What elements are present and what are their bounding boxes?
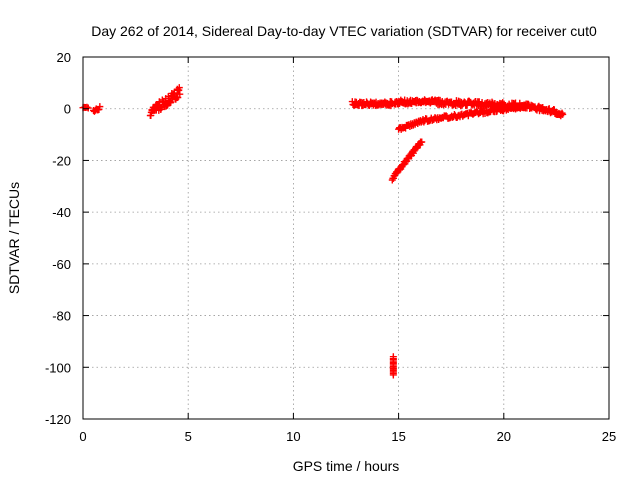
x-tick-label: 20 xyxy=(497,429,511,444)
y-tick-labels: 20 0 -20 -40 -60 -80 -100 -120 xyxy=(45,50,71,427)
x-tick-label: 10 xyxy=(286,429,300,444)
data-point xyxy=(559,110,567,118)
data-point xyxy=(389,353,397,361)
x-tick-label: 15 xyxy=(391,429,405,444)
x-tick-label: 25 xyxy=(602,429,616,444)
data-point xyxy=(96,103,104,111)
data-point xyxy=(83,103,91,111)
plot-frame xyxy=(82,56,610,420)
x-axis-title: GPS time / hours xyxy=(293,458,400,474)
x-tick-labels: 0 5 10 15 20 25 xyxy=(79,429,616,444)
y-tick-label: -20 xyxy=(52,153,71,168)
x-tick-label: 0 xyxy=(79,429,86,444)
y-tick-label: -40 xyxy=(52,205,71,220)
y-tick-label: 0 xyxy=(64,102,71,117)
grid xyxy=(83,57,609,419)
data-point xyxy=(521,101,529,109)
y-tick-label: -60 xyxy=(52,257,71,272)
data-point xyxy=(176,90,184,98)
data-points xyxy=(79,84,567,379)
axis-ticks xyxy=(82,56,610,420)
y-axis-title: SDTVAR / TECUs xyxy=(6,182,22,294)
y-tick-label: -120 xyxy=(45,412,71,427)
y-tick-label: -80 xyxy=(52,309,71,324)
data-point xyxy=(175,84,183,92)
chart-title: Day 262 of 2014, Sidereal Day-to-day VTE… xyxy=(91,23,597,39)
y-tick-label: -100 xyxy=(45,360,71,375)
data-point xyxy=(84,104,92,112)
y-tick-label: 20 xyxy=(57,50,71,65)
data-point xyxy=(418,138,426,146)
x-tick-label: 5 xyxy=(185,429,192,444)
